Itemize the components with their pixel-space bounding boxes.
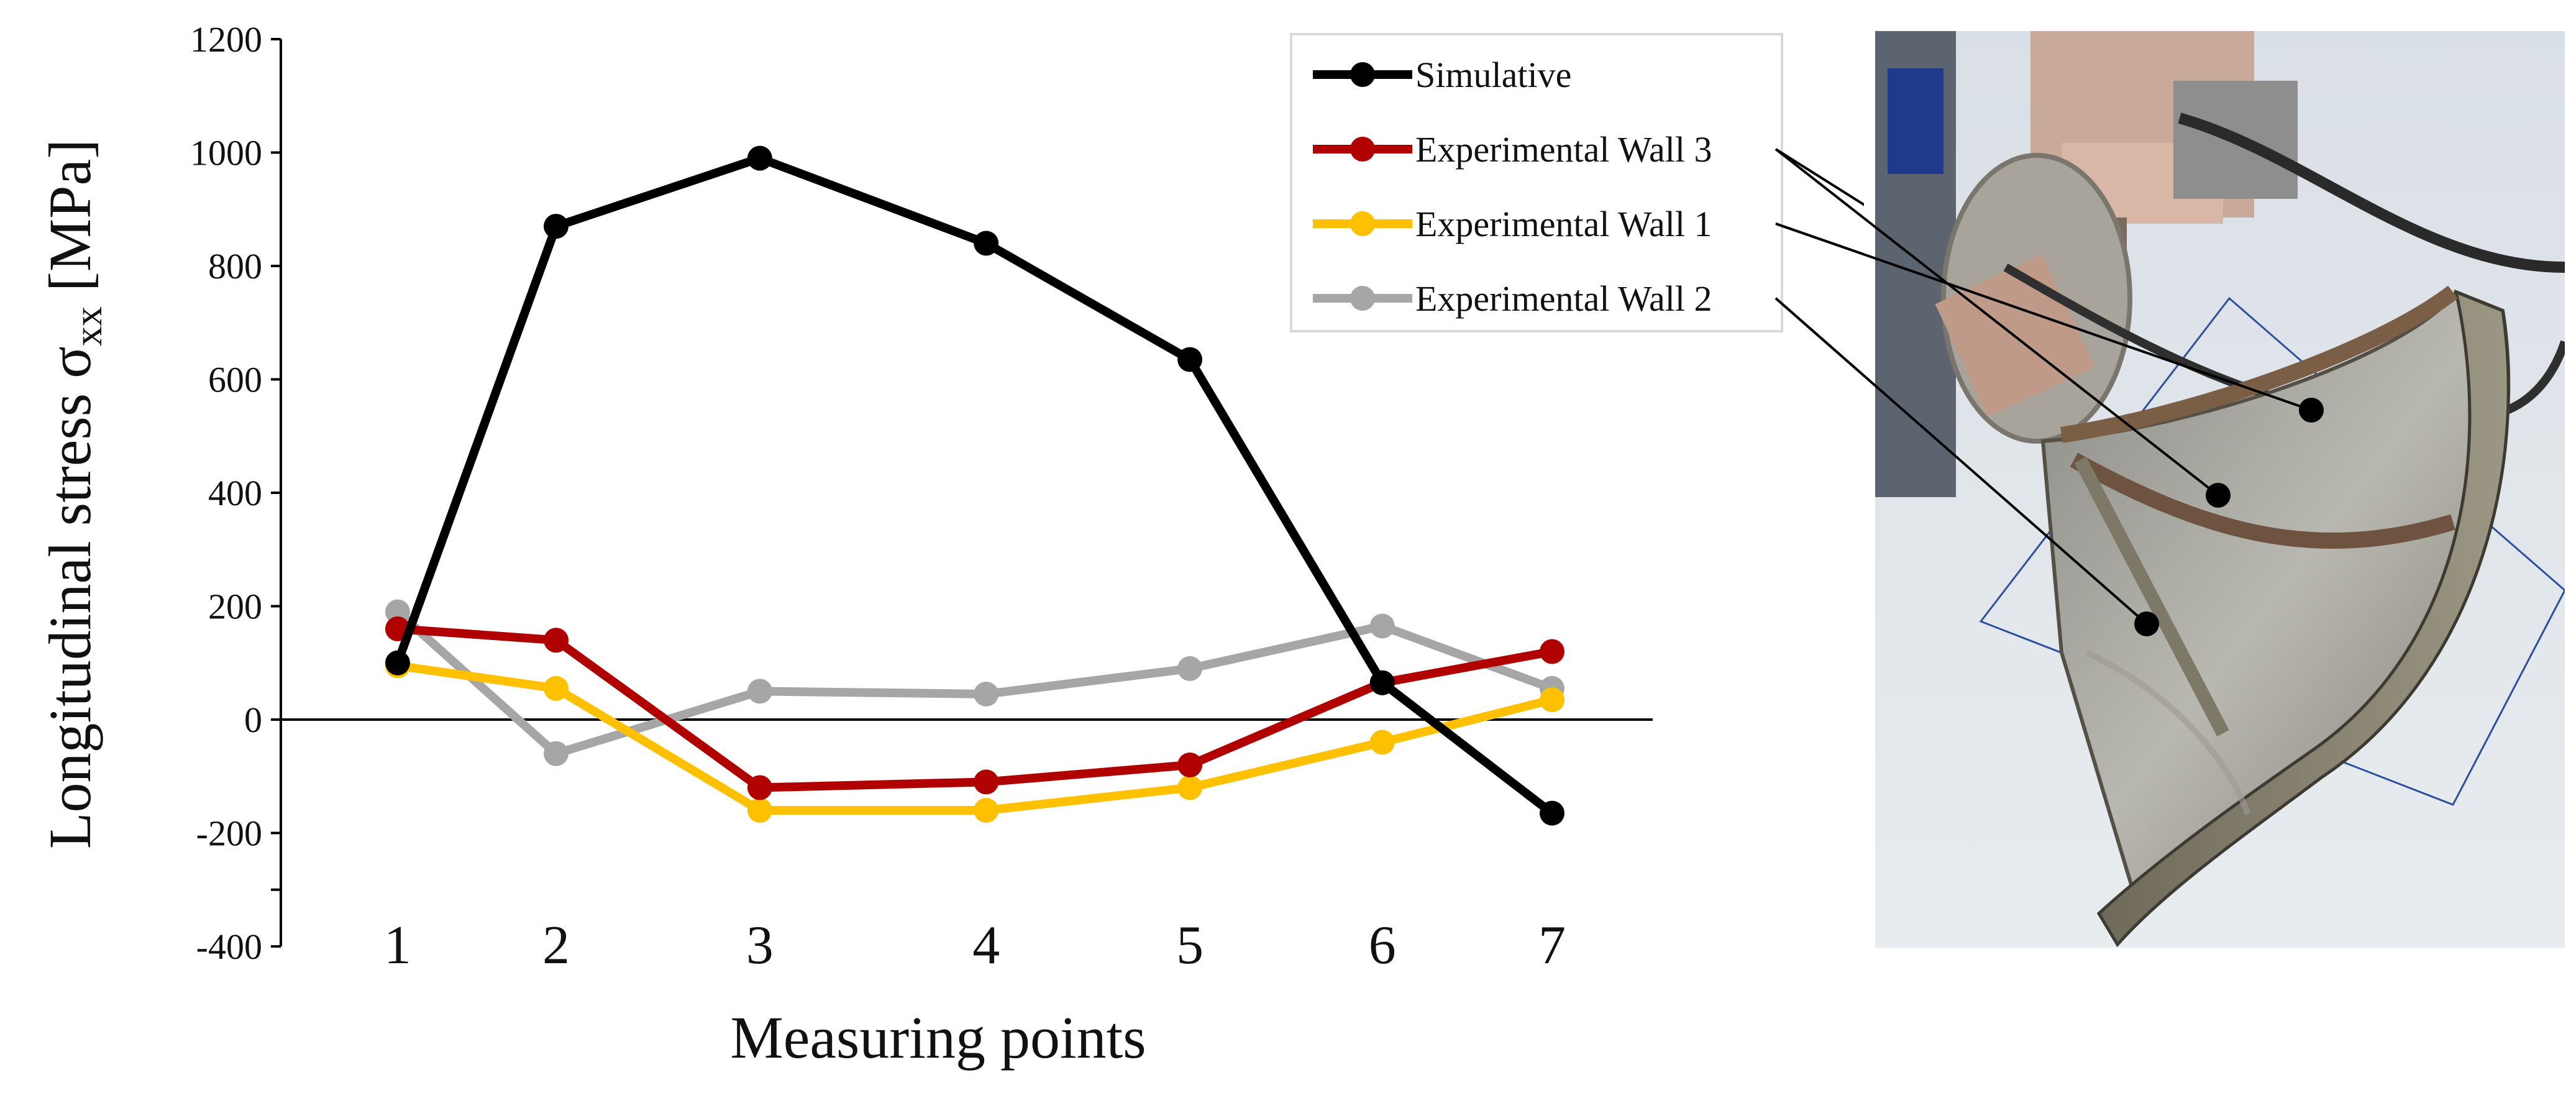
data-point [544,628,569,653]
data-point [544,675,569,701]
data-point [1369,613,1395,639]
axes: 1200 1000 800 600 400 200 0 -200 -400 1 2 3 4 5 6 7 Meas… [37,19,1653,1071]
data-point [1177,656,1203,681]
y-tick-label: 1200 [190,19,262,60]
legend-swatch-marker [1350,62,1375,87]
legend-label: Experimental Wall 2 [1415,278,1712,319]
x-tick-label: 6 [1369,915,1396,976]
photo-panel [1875,31,2565,948]
y-tick-label: -200 [196,813,262,854]
y-axis-title-unit: [MPa] [37,139,103,306]
series-simulative [385,145,1564,826]
legend-item: Experimental Wall 3 [1313,129,1712,170]
chart: 1200 1000 800 600 400 200 0 -200 -400 1 2 3 4 5 6 7 Meas… [37,19,1864,1071]
data-point [385,599,410,625]
x-tick-label: 7 [1538,915,1566,976]
y-tick-label: 600 [208,360,262,400]
data-point [1369,670,1395,695]
data-point [1540,800,1564,826]
legend-box [1290,33,1783,332]
welded-part-photo-icon [1875,31,2565,948]
x-tick-label: 5 [1176,915,1204,976]
legend: Simulative Experimental Wall 3 Experimenta… [1290,33,1783,332]
y-tick-label: 1000 [190,133,262,173]
leader-line [1774,148,1864,206]
data-point [974,231,999,256]
series-layer [385,145,1564,826]
y-tick-label: -400 [196,927,262,967]
data-point [544,741,569,766]
data-point [747,145,772,171]
series-experimental-wall-1 [385,653,1564,823]
data-point [1369,730,1395,755]
leader-lines [1774,148,1864,378]
data-point [544,214,569,239]
y-tick-label: 800 [208,246,262,286]
x-tick-label: 2 [542,915,570,976]
y-axis-title-main: Longitudinal stress σ [37,346,103,849]
data-point [1540,687,1564,713]
y-tick-label: 0 [244,700,262,740]
x-tick-label: 1 [384,915,411,976]
x-axis-title: Measuring points [730,1004,1146,1071]
legend-label: Simulative [1415,55,1571,95]
legend-item: Experimental Wall 1 [1313,204,1712,244]
y-axis-title-subscript: xx [66,306,110,346]
y-axis-title: Longitudinal stress σxx [MPa] [37,139,110,849]
data-point [1540,639,1564,664]
data-point [974,681,999,707]
data-point [1177,753,1203,777]
data-point [747,679,772,704]
x-tick-label: 3 [746,915,774,976]
data-point [974,798,999,823]
legend-item: Experimental Wall 2 [1313,278,1712,319]
legend-swatch-marker [1350,211,1375,236]
data-point [385,650,410,675]
legend-label: Experimental Wall 3 [1415,129,1712,170]
y-tick-label: 200 [208,587,262,627]
data-point [747,775,772,800]
legend-label: Experimental Wall 1 [1415,204,1712,244]
y-tick-label: 400 [208,473,262,513]
data-point [1177,775,1203,800]
legend-swatch-marker [1350,137,1375,162]
data-point [1177,347,1203,372]
series-experimental-wall-3 [385,616,1564,800]
legend-swatch-marker [1350,286,1375,311]
x-tick-label: 4 [972,915,1000,976]
leader-line [1775,222,1864,256]
series-line [397,625,1553,792]
leader-line [1774,297,1864,378]
data-point [747,798,772,823]
data-point [974,769,999,795]
legend-item: Simulative [1313,55,1571,95]
